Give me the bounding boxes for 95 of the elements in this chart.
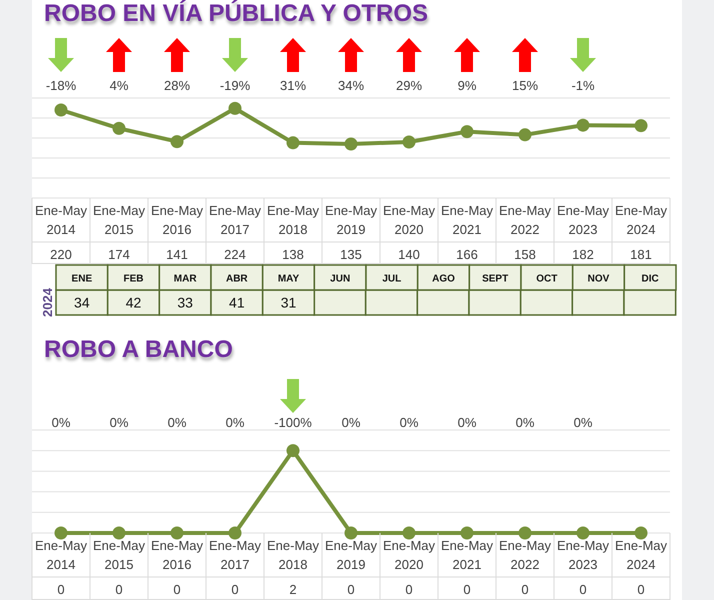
x-tick-label: Ene-May 2023 xyxy=(556,203,610,237)
annotation: 0% xyxy=(456,414,478,432)
x-tick-label: Ene-May 2017 xyxy=(208,538,262,572)
data-label: 140 xyxy=(398,247,420,262)
point xyxy=(54,104,68,116)
x-tick-label: Ene-May 2022 xyxy=(498,538,552,572)
x-tick-label: JUL xyxy=(382,274,402,284)
data-label: 34 xyxy=(74,294,90,310)
annotation: 0% xyxy=(398,414,420,432)
chart-title: ROBO A BANCO xyxy=(44,336,233,364)
x-tick-label: FEB xyxy=(124,274,144,284)
chart-title: ROBO EN VÍA PÚBLICA Y OTROS xyxy=(44,0,428,28)
annotation: 0% xyxy=(572,414,594,432)
x-tick-label: ABR xyxy=(226,274,248,284)
data-label: 42 xyxy=(126,294,142,310)
text: 9% xyxy=(456,77,478,95)
x-tick-label: Ene-May 2018 xyxy=(266,538,320,572)
text: 4% xyxy=(108,77,130,95)
x-tick-label: MAR xyxy=(174,274,198,284)
data-label: 41 xyxy=(229,294,245,310)
x-tick-label: Ene-May 2016 xyxy=(150,538,204,572)
x-tick-label: DIC xyxy=(642,274,659,284)
x-tick-label: OCT xyxy=(536,274,558,284)
x-tick-label: Ene-May 2019 xyxy=(324,203,378,237)
data-label: 0 xyxy=(579,582,587,597)
text: 31% xyxy=(278,77,308,95)
data-label: 2 xyxy=(289,582,297,597)
data-label: 31 xyxy=(280,294,296,310)
annotation: 0% xyxy=(166,414,188,432)
text: -18% xyxy=(44,77,78,95)
data-label: 182 xyxy=(572,247,594,262)
x-tick-label: Ene-May 2016 xyxy=(150,203,204,237)
text: -1% xyxy=(570,77,596,95)
point xyxy=(634,119,648,132)
x-tick-label: Ene-May 2015 xyxy=(92,203,146,237)
point xyxy=(576,118,590,132)
data-label: 174 xyxy=(108,247,130,262)
text: 15% xyxy=(510,77,540,95)
x-tick-label: Ene-May 2024 xyxy=(614,538,668,572)
data-label: 0 xyxy=(347,582,355,597)
data-label: 0 xyxy=(521,582,529,597)
data-label: 0 xyxy=(231,582,239,597)
text: 34% xyxy=(336,77,366,95)
x-tick-label: AGO xyxy=(432,274,456,284)
data-label: 166 xyxy=(456,247,478,262)
y-tick-label: 2024 xyxy=(40,287,54,317)
x-tick-label: Ene-May 2017 xyxy=(208,203,262,237)
data-label: 0 xyxy=(115,582,123,597)
x-tick-label: ENE xyxy=(72,274,92,284)
point xyxy=(228,102,242,115)
data-label: 0 xyxy=(463,582,471,597)
x-tick-label: Ene-May 2020 xyxy=(382,538,436,572)
x-tick-label: Ene-May 2014 xyxy=(34,538,88,572)
data-label: 0 xyxy=(637,582,645,597)
data-label: 220 xyxy=(50,247,72,262)
data-label: 181 xyxy=(630,247,652,262)
data-label: 141 xyxy=(166,247,188,262)
x-tick-label: Ene-May 2020 xyxy=(382,203,436,237)
data-label: 33 xyxy=(177,294,194,310)
data-label: 138 xyxy=(282,247,304,262)
x-tick-label: Ene-May 2019 xyxy=(324,538,378,572)
x-tick-label: Ene-May 2018 xyxy=(266,203,320,237)
annotation: 0% xyxy=(50,414,72,432)
point xyxy=(402,136,416,148)
x-tick-label: Ene-May 2021 xyxy=(440,538,494,572)
x-tick-label: SEPT xyxy=(482,274,508,284)
point xyxy=(518,128,532,142)
x-tick-label: JUN xyxy=(330,274,350,284)
text: 28% xyxy=(162,77,192,95)
data-label: 135 xyxy=(340,247,362,262)
data-label: 158 xyxy=(514,247,536,262)
point xyxy=(460,125,474,138)
annotation: 0% xyxy=(514,414,536,432)
point xyxy=(344,138,358,150)
point xyxy=(286,136,300,150)
annotation: 0% xyxy=(108,414,130,432)
data-label: 0 xyxy=(405,582,413,597)
x-tick-label: Ene-May 2022 xyxy=(498,203,552,237)
x-tick-label: Ene-May 2014 xyxy=(34,203,88,237)
x-tick-label: Ene-May 2021 xyxy=(440,203,494,237)
annotation: 0% xyxy=(224,414,246,432)
data-label: 224 xyxy=(224,247,246,262)
annotation: -100% xyxy=(273,414,313,432)
data-label: 0 xyxy=(173,582,181,597)
x-tick-label: MAY xyxy=(278,274,300,284)
text: 29% xyxy=(394,77,424,95)
annotation: 0% xyxy=(340,414,362,432)
x-tick-label: Ene-May 2024 xyxy=(614,203,668,237)
x-tick-label: Ene-May 2023 xyxy=(556,538,610,572)
x-tick-label: NOV xyxy=(588,274,610,284)
x-tick-label: Ene-May 2015 xyxy=(92,538,146,572)
point xyxy=(112,122,126,135)
point xyxy=(170,135,184,148)
text: -19% xyxy=(218,77,252,95)
data-label: 0 xyxy=(57,582,65,597)
